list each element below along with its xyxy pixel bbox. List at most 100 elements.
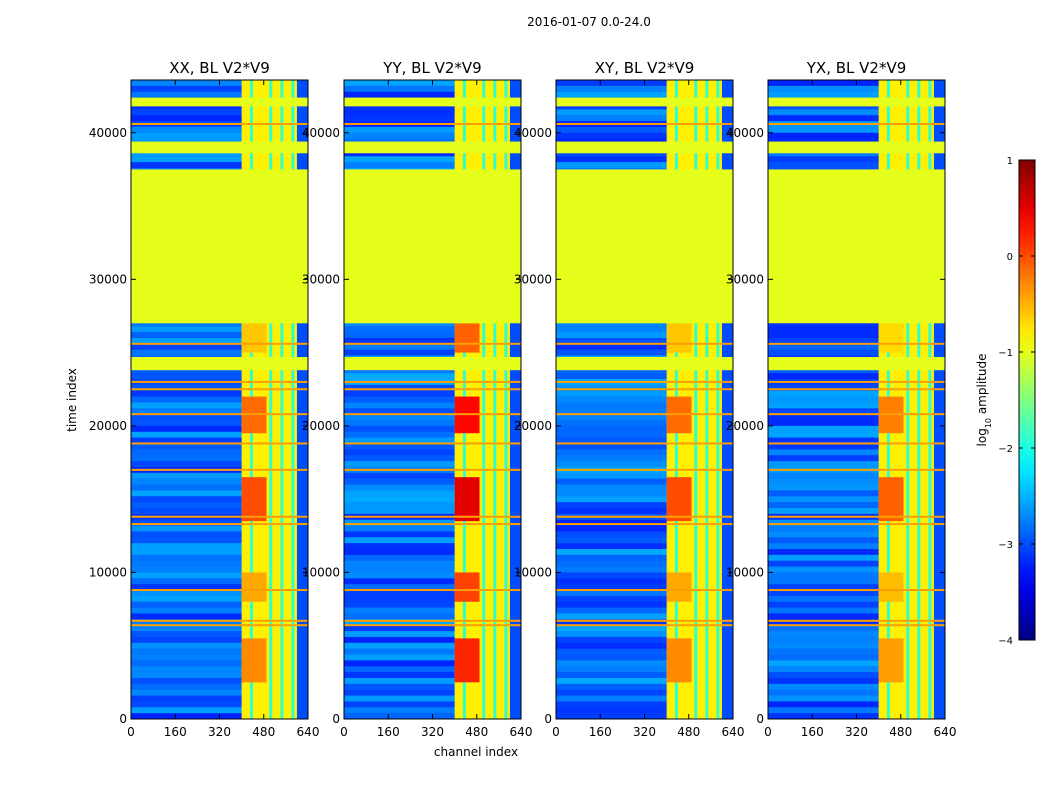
noise-row — [131, 337, 243, 344]
noise-row — [556, 607, 668, 614]
rfi-line — [556, 624, 733, 627]
noise-row — [556, 560, 668, 567]
noise-row — [131, 519, 243, 526]
noise-row — [556, 349, 668, 356]
noise-row — [556, 525, 668, 532]
noise-row — [556, 613, 668, 620]
colorbar-gradient — [1018, 159, 1036, 641]
noise-row — [131, 525, 243, 532]
panel-title: YY, BL V2*V9 — [382, 59, 481, 77]
colorbar-label-rest: amplitude — [975, 354, 989, 418]
rfi-line — [131, 515, 308, 518]
noise-row — [131, 636, 243, 643]
x-tick-label: 480 — [252, 725, 275, 739]
y-tick-label: 20000 — [726, 419, 764, 433]
noise-row — [131, 402, 243, 409]
noise-row — [344, 484, 456, 491]
noise-row — [556, 91, 668, 98]
y-tick-label: 0 — [119, 712, 127, 726]
rfi-line — [131, 468, 308, 471]
noise-row — [131, 461, 243, 467]
noise-row — [131, 343, 243, 350]
noise-row — [131, 408, 243, 415]
panel-3: YX, BL V2*V9 0 160 320 480 640 0 10000 20000 3000… — [726, 59, 957, 739]
flagged-band — [556, 356, 733, 371]
flagged-band — [556, 169, 733, 324]
noise-row — [768, 390, 880, 397]
noise-row — [344, 443, 456, 450]
noise-row — [768, 625, 880, 632]
rfi-line — [344, 515, 521, 518]
hot-region — [241, 477, 267, 522]
y-tick-label: 40000 — [302, 126, 340, 140]
noise-row — [556, 402, 668, 409]
noise-row — [556, 554, 668, 561]
channel-gap — [482, 80, 486, 719]
noise-row — [131, 85, 243, 92]
rfi-line — [131, 122, 308, 125]
noise-row — [344, 91, 456, 98]
noise-row — [131, 590, 243, 596]
noise-row — [768, 402, 880, 409]
noise-row — [131, 126, 243, 133]
y-tick-label: 0 — [756, 712, 764, 726]
noise-row — [131, 642, 243, 649]
noise-row — [768, 713, 880, 719]
noise-row — [768, 548, 880, 555]
noise-row — [556, 584, 668, 591]
x-tick-label: 160 — [164, 725, 187, 739]
noise-row — [556, 636, 668, 643]
rfi-line — [344, 442, 521, 445]
noise-row — [344, 132, 456, 139]
rfi-line — [768, 589, 945, 592]
noise-row — [344, 525, 456, 532]
noise-row — [768, 85, 880, 92]
noise-row — [131, 80, 243, 86]
noise-row — [556, 390, 668, 397]
noise-row — [556, 461, 668, 467]
noise-row — [344, 80, 456, 86]
noise-row — [344, 496, 456, 503]
rfi-line — [344, 523, 521, 526]
noise-row — [344, 478, 456, 485]
rfi-line — [556, 523, 733, 526]
panel-image — [768, 80, 945, 719]
noise-row — [768, 677, 880, 684]
noise-row — [768, 560, 880, 567]
x-tick-label: 640 — [722, 725, 745, 739]
noise-row — [344, 431, 456, 438]
noise-row — [556, 625, 668, 632]
noise-row — [131, 162, 243, 168]
noise-row — [768, 461, 880, 467]
noise-row — [131, 666, 243, 673]
noise-row — [556, 337, 668, 344]
noise-row — [344, 390, 456, 397]
rfi-line — [768, 122, 945, 125]
noise-row — [344, 408, 456, 415]
noise-row — [556, 343, 668, 350]
noise-row — [768, 373, 880, 379]
y-tick-label: 30000 — [302, 272, 340, 286]
channel-gap — [705, 80, 709, 719]
noise-row — [131, 689, 243, 696]
hot-region — [878, 477, 904, 522]
noise-row — [556, 332, 668, 338]
hot-region — [454, 572, 480, 602]
x-tick-label: 640 — [934, 725, 957, 739]
noise-row — [768, 478, 880, 485]
hot-region — [454, 477, 480, 522]
noise-row — [344, 631, 456, 637]
noise-row — [556, 548, 668, 555]
noise-row — [556, 507, 668, 514]
flagged-band — [768, 356, 945, 371]
noise-row — [131, 625, 243, 632]
noise-row — [344, 337, 456, 344]
noise-row — [131, 554, 243, 561]
noise-row — [768, 648, 880, 655]
y-tick-label: 10000 — [514, 565, 552, 579]
noise-row — [768, 578, 880, 585]
noise-row — [768, 408, 880, 415]
noise-row — [131, 425, 243, 432]
noise-row — [556, 80, 668, 86]
channel-gap — [291, 80, 295, 719]
